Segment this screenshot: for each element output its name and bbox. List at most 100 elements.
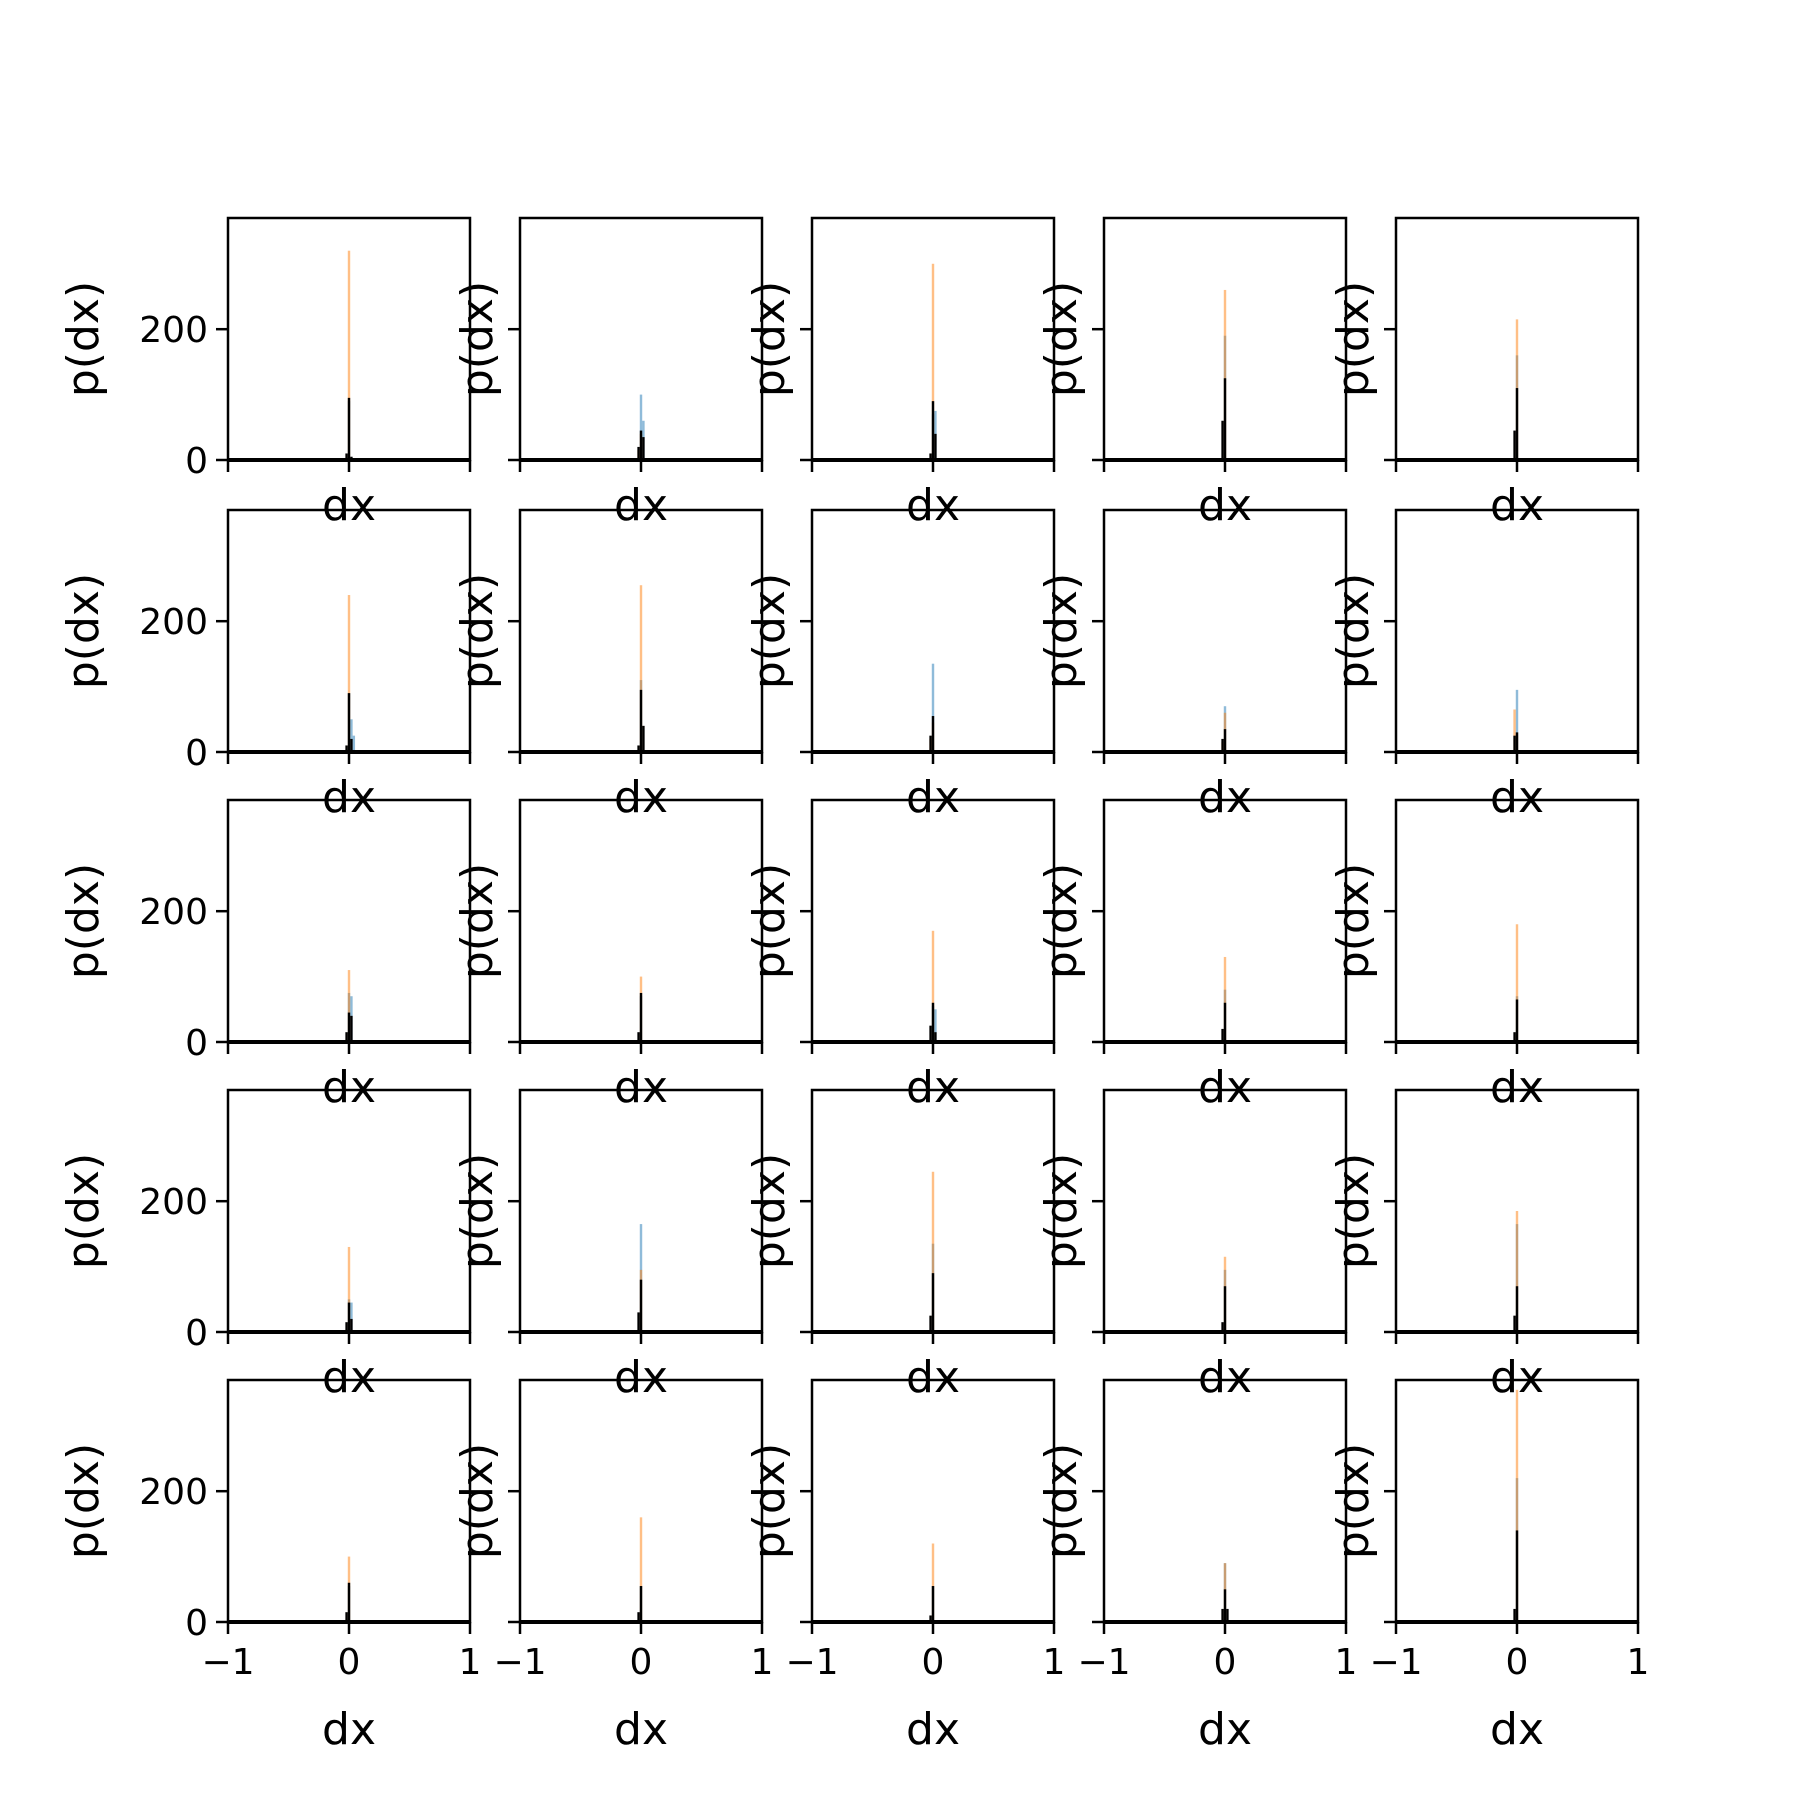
- y-axis-label: p(dx): [452, 281, 503, 397]
- x-tick-label: −1: [1077, 1642, 1130, 1683]
- bar-black: [1223, 378, 1227, 460]
- x-tick-label: 0: [1506, 1642, 1529, 1683]
- x-axis-label: dx: [614, 1352, 668, 1403]
- panel-r3-c1: 0 200 dx p(dx): [58, 798, 472, 1113]
- bar-orange: [1223, 956, 1227, 1042]
- x-tick-label: 1: [1627, 1642, 1650, 1683]
- bar-orange: [1515, 1389, 1519, 1622]
- x-axis-label: dx: [906, 1062, 960, 1113]
- x-tick-label: 0: [1214, 1642, 1237, 1683]
- bar-black: [931, 1586, 935, 1622]
- x-axis-label: dx: [322, 480, 376, 531]
- y-axis-label: p(dx): [1036, 573, 1087, 689]
- bar-black: [1513, 735, 1516, 752]
- y-axis-label: p(dx): [1036, 863, 1087, 979]
- x-axis-label: dx: [1198, 1062, 1252, 1113]
- panel-r5-c5: −1 0 1 dx p(dx): [1328, 1378, 1650, 1755]
- panel-r3-c4: dx p(dx): [1036, 798, 1348, 1113]
- bar-black: [934, 1032, 937, 1042]
- x-axis-label: dx: [1198, 772, 1252, 823]
- x-axis-label: dx: [1198, 1704, 1252, 1755]
- panel-r2-c2: dx p(dx): [452, 508, 764, 823]
- x-tick-label: 0: [338, 1642, 361, 1683]
- panel-r4-c1: 0 200 dx p(dx): [58, 1088, 472, 1403]
- bar-black: [929, 735, 932, 752]
- bar-black: [1226, 1608, 1229, 1622]
- x-tick-label: −1: [1369, 1642, 1422, 1683]
- panel-r1-c2: dx p(dx): [452, 216, 764, 531]
- bar-black: [1223, 1286, 1227, 1332]
- bar-black: [642, 725, 645, 752]
- x-axis-label: dx: [906, 480, 960, 531]
- x-tick-label: 0: [922, 1642, 945, 1683]
- panel-r5-c4: −1 0 1 dx p(dx): [1036, 1378, 1357, 1755]
- bar-blue: [934, 1009, 937, 1042]
- bar-black: [1223, 729, 1227, 752]
- x-axis-label: dx: [614, 1062, 668, 1113]
- x-axis-label: dx: [322, 772, 376, 823]
- bar-black: [1221, 738, 1224, 752]
- panel-r1-c1: 0 200 dx p(dx): [58, 216, 472, 531]
- panel-r2-c4: dx p(dx): [1036, 508, 1348, 823]
- x-tick-label: −1: [785, 1642, 838, 1683]
- x-axis-label: dx: [614, 1704, 668, 1755]
- bar-black: [929, 1615, 932, 1622]
- bar-black: [350, 738, 353, 752]
- bar-black: [1223, 1589, 1227, 1622]
- bar-black: [1221, 1322, 1224, 1332]
- y-axis-label: p(dx): [1328, 1153, 1379, 1269]
- x-tick-label: −1: [201, 1642, 254, 1683]
- x-tick-label: −1: [493, 1642, 546, 1683]
- bar-black: [1513, 430, 1516, 460]
- panel-r5-c2: −1 0 1 dx p(dx): [452, 1378, 773, 1755]
- bar-black: [1221, 1608, 1224, 1622]
- bar-black: [934, 433, 937, 460]
- bar-black: [639, 430, 643, 460]
- bar-blue: [350, 1302, 353, 1332]
- x-axis-label: dx: [906, 1352, 960, 1403]
- bar-black: [1515, 1530, 1519, 1622]
- panel-r4-c4: dx p(dx): [1036, 1088, 1348, 1403]
- y-axis-label: p(dx): [452, 1443, 503, 1559]
- panel-r2-c1: 0 200 dx p(dx): [58, 508, 472, 823]
- y-tick-label: 0: [185, 1603, 208, 1644]
- bar-orange: [1515, 924, 1519, 1042]
- bar-black: [637, 1612, 640, 1622]
- bar-black: [345, 745, 348, 752]
- y-axis-label: p(dx): [744, 1443, 795, 1559]
- bar-black: [345, 1612, 348, 1622]
- bar-black: [1221, 1028, 1224, 1042]
- y-axis-label: p(dx): [1036, 1153, 1087, 1269]
- bar-black: [1515, 999, 1519, 1042]
- y-tick-label: 200: [139, 310, 208, 351]
- x-axis-label: dx: [322, 1704, 376, 1755]
- bar-blue: [639, 394, 643, 460]
- bar-black: [637, 1312, 640, 1332]
- bar-black: [931, 1273, 935, 1332]
- x-axis-label: dx: [322, 1352, 376, 1403]
- y-tick-label: 200: [139, 1472, 208, 1513]
- panel-r4-c2: dx p(dx): [452, 1088, 764, 1403]
- bar-orange: [931, 1171, 935, 1332]
- x-tick-label: 1: [459, 1642, 482, 1683]
- x-tick-label: 1: [1043, 1642, 1066, 1683]
- bar-black: [1515, 388, 1519, 460]
- bar-black: [637, 1032, 640, 1042]
- y-axis-label: p(dx): [58, 573, 109, 689]
- bar-black: [350, 1318, 353, 1332]
- panel-r2-c5: dx p(dx): [1328, 508, 1640, 823]
- bar-black: [929, 1025, 932, 1042]
- y-axis-label: p(dx): [1036, 1443, 1087, 1559]
- bar-black: [639, 1279, 643, 1332]
- bar-orange: [931, 930, 935, 1042]
- bar-blue: [1515, 689, 1519, 752]
- bar-orange: [931, 1543, 935, 1622]
- bar-black: [929, 453, 932, 460]
- y-tick-label: 0: [185, 1023, 208, 1064]
- y-axis-label: p(dx): [744, 573, 795, 689]
- y-axis-label: p(dx): [58, 281, 109, 397]
- bar-orange: [1515, 1211, 1519, 1332]
